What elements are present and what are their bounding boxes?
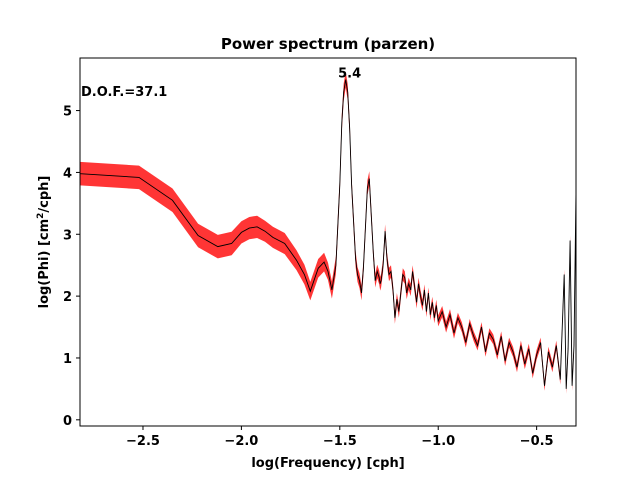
confidence-band — [80, 71, 576, 394]
y-tick-label: 3 — [63, 228, 72, 243]
x-axis-label: log(Frequency) [cph] — [251, 456, 404, 471]
spectrum-line — [80, 79, 576, 389]
x-tick-label: −0.5 — [520, 434, 554, 449]
chart-title: Power spectrum (parzen) — [221, 35, 435, 53]
x-tick-label: −2.0 — [224, 434, 258, 449]
y-axis-label-prefix: log(Phi) [cm — [37, 219, 52, 309]
y-axis-label: log(Phi) [cm2/cph] — [36, 176, 52, 309]
y-axis-label-sup: 2 — [36, 213, 46, 219]
y-axis-ticks: 0 1 2 3 4 5 — [63, 105, 80, 429]
y-tick-label: 2 — [63, 290, 72, 305]
dof-annotation: D.O.F.=37.1 — [81, 85, 167, 100]
x-tick-label: −2.5 — [126, 434, 160, 449]
x-tick-label: −1.5 — [323, 434, 357, 449]
y-tick-label: 5 — [63, 105, 72, 120]
y-axis-label-suffix: /cph] — [37, 176, 52, 213]
y-tick-label: 4 — [63, 166, 72, 181]
axes-frame — [79, 57, 577, 427]
peak-annotation: 5.4 — [338, 67, 361, 82]
x-tick-label: −1.0 — [421, 434, 455, 449]
x-axis-ticks: −2.5 −2.0 −1.5 −1.0 −0.5 — [126, 426, 554, 449]
plot-area — [80, 71, 576, 394]
y-tick-label: 1 — [63, 352, 72, 367]
y-tick-label: 0 — [63, 414, 72, 429]
